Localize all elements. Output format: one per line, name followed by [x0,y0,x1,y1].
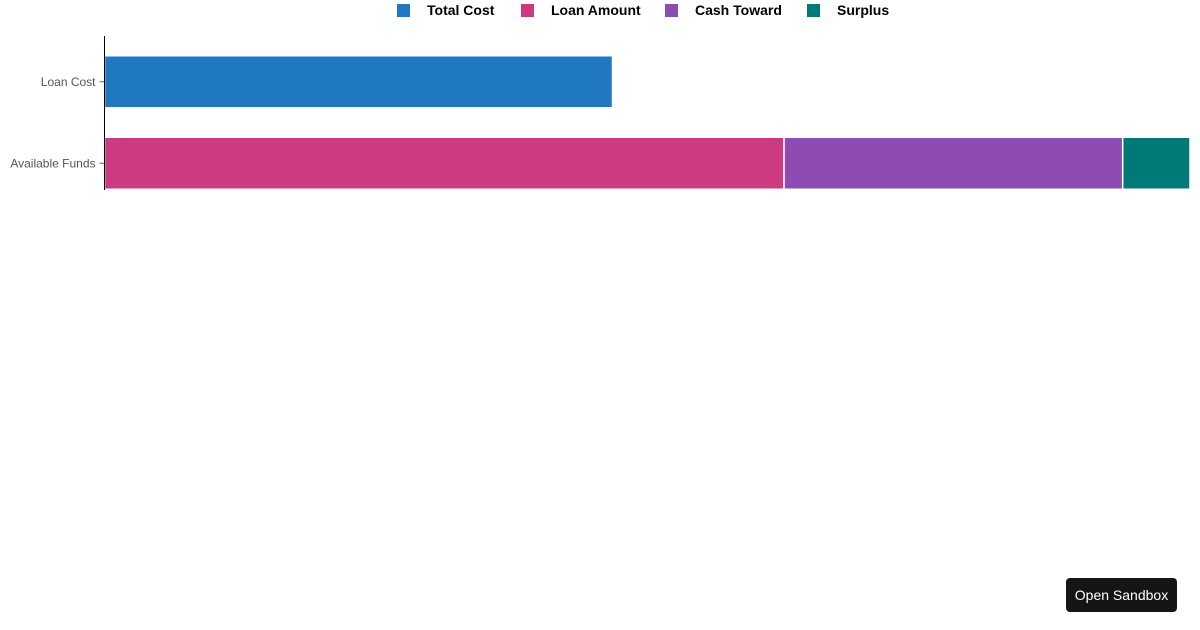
legend-item-loan-amount[interactable]: Loan Amount [521,2,641,18]
legend-swatch-surplus [807,3,820,17]
open-sandbox-button[interactable]: Open Sandbox [1066,578,1177,612]
legend-item-total-cost[interactable]: Total Cost [397,2,494,18]
bar-available-funds-surplus[interactable] [1121,136,1191,190]
bar-available-funds-loan-amount[interactable] [103,136,785,190]
bar-loan-cost-total-cost[interactable] [103,55,614,109]
legend-item-surplus[interactable]: Surplus [807,2,889,18]
legend-label-loan-amount: Loan Amount [551,2,641,18]
legend-label-total-cost: Total Cost [427,2,495,18]
legend-item-cash-toward[interactable]: Cash Toward [665,2,782,18]
legend-swatch-cash-toward [665,3,678,17]
y-tick-label: Available Funds [10,156,95,170]
chart-legend: Total Cost Loan Amount Cash Toward Surpl… [0,0,1200,22]
legend-label-cash-toward: Cash Toward [695,2,782,18]
legend-swatch-total-cost [397,3,410,17]
legend-swatch-loan-amount [521,3,534,17]
legend-label-surplus: Surplus [837,2,890,18]
y-tick-label: Loan Cost [41,75,96,89]
bar-available-funds-cash-toward[interactable] [783,136,1124,190]
